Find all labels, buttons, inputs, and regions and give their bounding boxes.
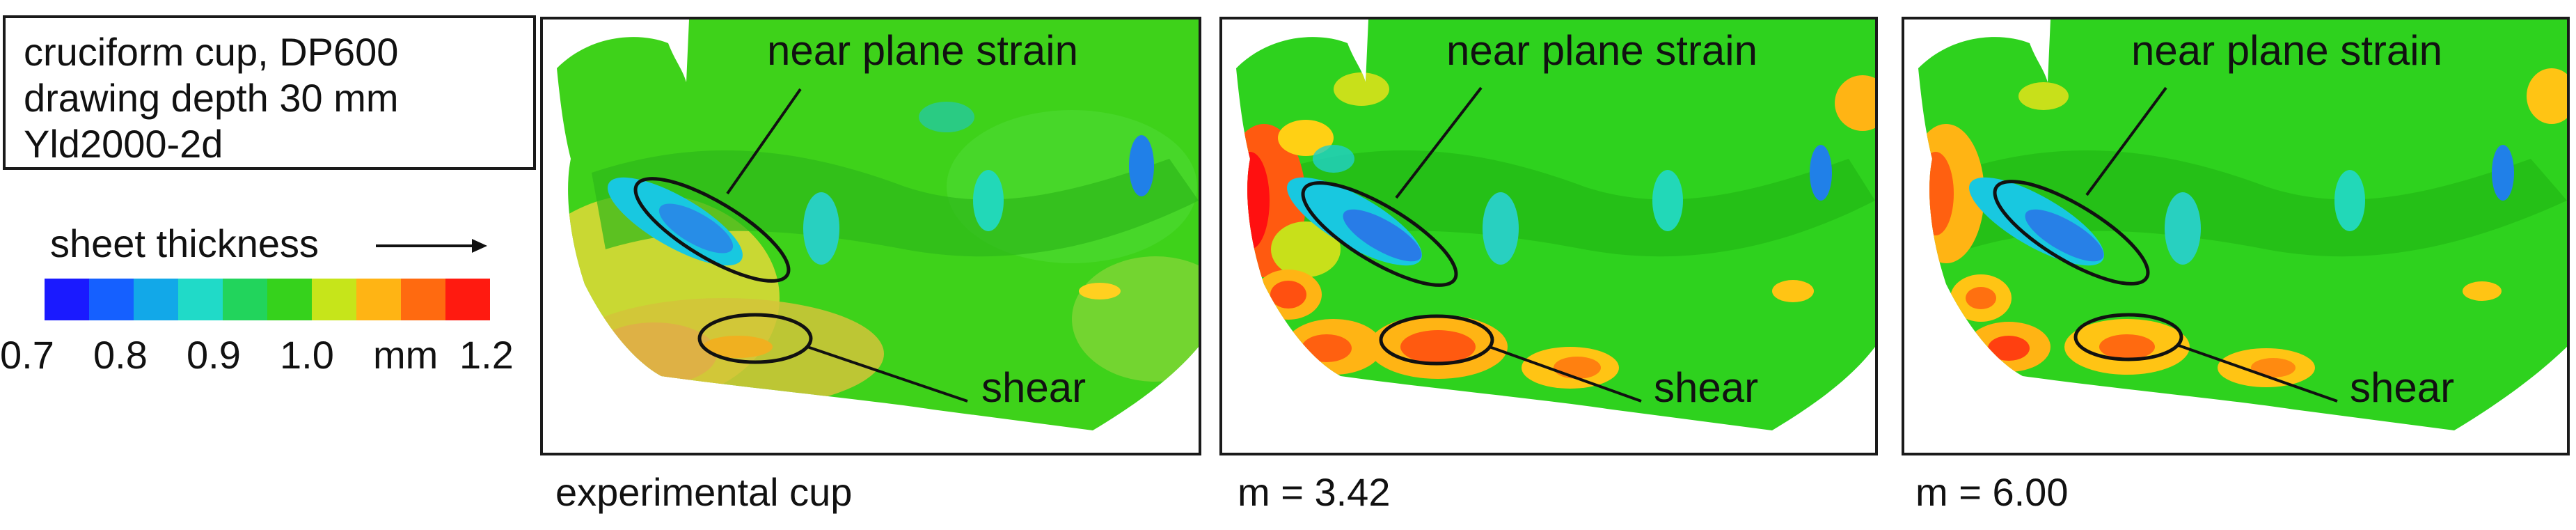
colorbar-unit: mm <box>373 333 438 377</box>
info-box: cruciform cup, DP600 drawing depth 30 mm… <box>3 15 536 170</box>
legend-arrow-icon <box>376 239 487 253</box>
info-line-cup: cruciform cup, DP600 <box>24 30 399 74</box>
label-near-plane-strain: near plane strain <box>767 27 1078 74</box>
caption-experimental: experimental cup <box>555 470 853 514</box>
label-shear: shear <box>1654 364 1759 411</box>
info-line-model: Yld2000-2d <box>24 122 223 166</box>
colorbar-tick: 0.9 <box>187 333 241 377</box>
panel-m-600: near plane strain shear <box>1902 17 2570 455</box>
colorbar-tick: 1.2 <box>459 333 514 377</box>
colorbar-swatch <box>178 279 223 320</box>
colorbar-tick: 0.8 <box>93 333 148 377</box>
colorbar-swatch <box>312 279 356 320</box>
colorbar-swatch <box>445 279 490 320</box>
colorbar-swatch <box>45 279 89 320</box>
thickness-plot-m-600 <box>1918 20 2567 430</box>
colorbar-swatch <box>223 279 267 320</box>
panel-experimental: near plane strain shear <box>540 17 1201 455</box>
caption-m-600: m = 6.00 <box>1915 470 2069 514</box>
panel-m-342: near plane strain shear <box>1219 17 1878 455</box>
caption-m-342: m = 3.42 <box>1238 470 1391 514</box>
colorbar-tick: 1.0 <box>280 333 334 377</box>
legend-title: sheet thickness <box>50 221 319 265</box>
colorbar <box>45 279 490 320</box>
label-near-plane-strain: near plane strain <box>1446 27 1757 74</box>
thickness-plot-experimental <box>557 20 1199 430</box>
label-near-plane-strain: near plane strain <box>2131 27 2442 74</box>
colorbar-tick: 0.7 <box>0 333 54 377</box>
info-line-depth: drawing depth 30 mm <box>24 76 399 120</box>
label-shear: shear <box>2350 364 2455 411</box>
label-shear: shear <box>981 364 1086 411</box>
colorbar-swatch <box>267 279 312 320</box>
colorbar-swatch <box>134 279 178 320</box>
colorbar-swatch <box>89 279 134 320</box>
colorbar-swatch <box>401 279 445 320</box>
thickness-plot-m-342 <box>1236 20 1875 430</box>
colorbar-swatch <box>356 279 401 320</box>
